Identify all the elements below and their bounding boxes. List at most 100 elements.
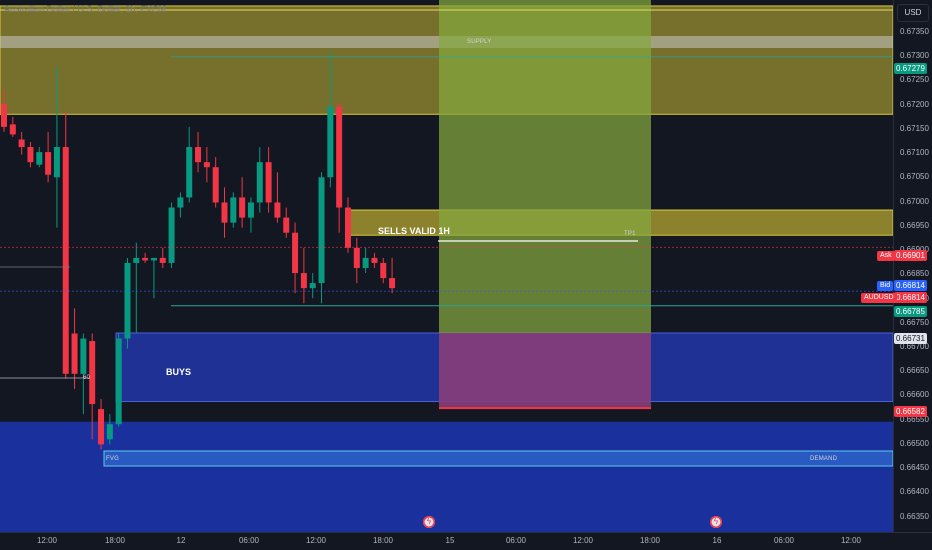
candle-body	[89, 341, 96, 405]
candle-body	[186, 147, 193, 198]
lightning-icon[interactable]: ϟ	[423, 516, 435, 528]
price-tick-label: 0.67200	[900, 99, 929, 109]
candle-body	[292, 232, 299, 274]
sells-valid-label: SELLS VALID 1H	[378, 226, 450, 236]
candle-body	[18, 139, 25, 148]
candle	[62, 111, 69, 379]
price-axis[interactable]: 0.67350 0.67300 0.67250 0.67200 0.67150 0.671…	[893, 0, 932, 532]
demand-zone	[0, 421, 893, 532]
buys-top-tag: 0.66731	[894, 333, 927, 344]
stop-box	[439, 332, 651, 409]
candle	[45, 131, 52, 183]
chart-pane[interactable]: Australian Dollar / U.S. Dollar, 1h, FXC…	[0, 0, 893, 532]
time-tick-label: 12:00	[305, 536, 327, 545]
candle	[203, 147, 210, 183]
candle-body	[133, 257, 140, 263]
candle-body	[45, 152, 52, 175]
sixty-label: 60	[83, 375, 91, 381]
candle-body	[124, 262, 131, 339]
time-tick-label: 16	[712, 536, 722, 545]
candle-body	[98, 409, 105, 445]
candle-body	[371, 257, 378, 263]
lightning-icon[interactable]: ϟ	[710, 516, 722, 528]
candle	[195, 131, 202, 173]
price-tick-label: 0.66600	[900, 390, 929, 400]
candle	[274, 172, 281, 223]
time-tick-label: 18:00	[639, 536, 661, 545]
time-tick-label: 06:00	[505, 536, 527, 545]
candle-body	[203, 162, 210, 168]
candle-body	[239, 197, 246, 218]
candle	[371, 252, 378, 268]
candle	[186, 126, 193, 203]
bid-label-tag: Bid	[877, 281, 894, 291]
symbol-price-tag: 0.66814	[894, 292, 927, 303]
candle	[389, 257, 396, 294]
candle-body	[362, 257, 369, 268]
candle	[212, 157, 219, 208]
candle-body	[53, 147, 60, 178]
ask-price-tag: 0.66901	[894, 250, 927, 261]
candle	[221, 187, 228, 238]
candle-body	[150, 257, 157, 261]
time-tick-label: 12:00	[572, 536, 594, 545]
price-tick-label: 0.67100	[900, 148, 929, 158]
buys-label: BUYS	[166, 367, 192, 377]
price-tick-label: 0.66900	[900, 245, 929, 255]
candle	[98, 399, 105, 450]
ask-label-tag: Ask	[877, 251, 895, 261]
candle	[150, 257, 157, 299]
candle	[36, 147, 43, 168]
fvg-zone	[103, 450, 893, 467]
time-tick-label: 18:00	[104, 536, 126, 545]
candle	[53, 66, 60, 228]
candle-body	[36, 152, 43, 165]
price-tick-label: 0.66500	[900, 438, 929, 448]
candle	[292, 222, 299, 294]
currency-button[interactable]: USD	[897, 4, 929, 22]
candle	[344, 197, 351, 253]
candle	[71, 308, 78, 389]
time-tick-label: 12	[176, 536, 186, 545]
candle	[159, 247, 166, 268]
bid-price-tag: 0.66814	[894, 280, 927, 291]
candle	[265, 147, 272, 213]
candle-body	[389, 278, 396, 289]
price-tick-label: 0.67300	[900, 51, 929, 61]
candle	[106, 414, 113, 445]
candle-body	[27, 147, 34, 163]
candle	[133, 242, 140, 334]
time-axis[interactable]: 12:00 18:00 12 06:00 12:00 18:00 15 06:00 12:00 1…	[0, 532, 932, 550]
candle	[318, 172, 325, 304]
time-tick-label: 06:00	[238, 536, 260, 545]
candle-body	[71, 333, 78, 374]
candle	[230, 192, 237, 228]
price-tick-label: 0.66650	[900, 366, 929, 376]
price-tick-label: 0.67050	[900, 172, 929, 182]
candle-body	[221, 202, 228, 223]
time-tick-label: 06:00	[773, 536, 795, 545]
candle-body	[62, 147, 69, 374]
price-tick-label: 0.66450	[900, 463, 929, 473]
price-plot[interactable]	[0, 0, 893, 532]
candle-body	[265, 162, 272, 203]
candle	[1, 89, 7, 132]
candle-body	[327, 106, 334, 178]
candle-body	[283, 217, 290, 233]
candle-body	[9, 124, 16, 135]
candle-body	[344, 207, 351, 248]
candle	[362, 247, 369, 274]
time-tick-label: 15	[445, 536, 455, 545]
candle	[124, 257, 131, 349]
candle	[300, 247, 307, 304]
target-box	[439, 0, 651, 333]
candle-body	[380, 262, 387, 279]
price-tick-label: 0.67350	[900, 27, 929, 36]
tp-level-tag: 0.66785	[894, 306, 927, 317]
candle-body	[309, 283, 316, 289]
candle-body	[247, 202, 254, 218]
symbol-title: Australian Dollar / U.S. Dollar, 1h, FXC…	[4, 4, 167, 14]
candle	[380, 257, 387, 284]
candle-body	[212, 167, 219, 203]
price-tick-label: 0.66350	[900, 511, 929, 521]
